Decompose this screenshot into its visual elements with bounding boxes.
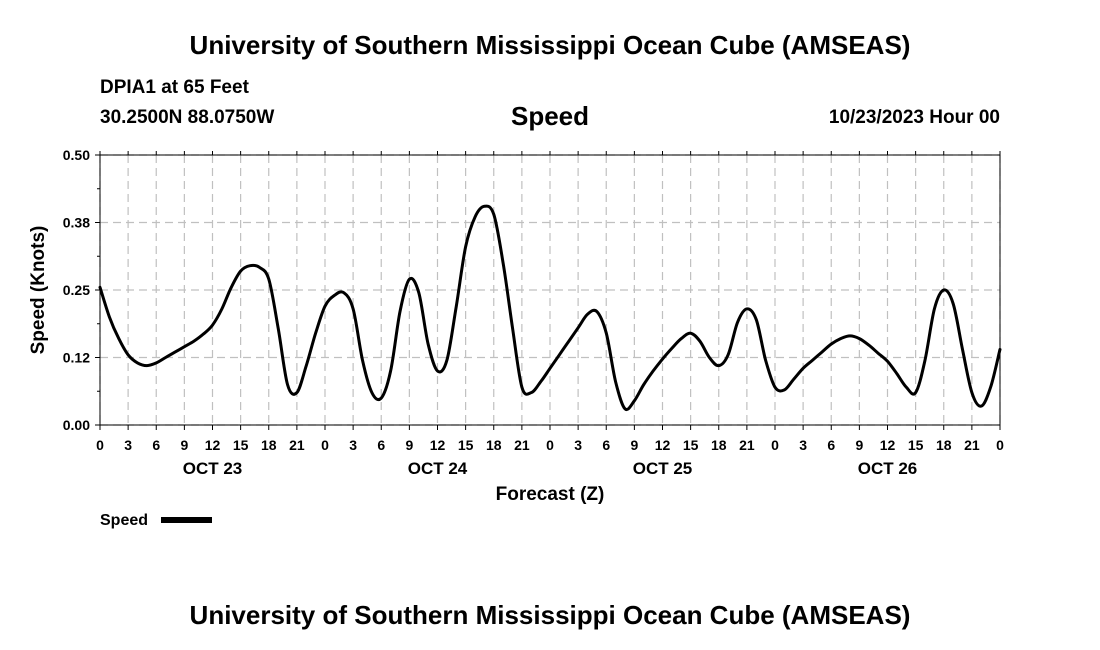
day-label: OCT 26 xyxy=(858,459,918,478)
x-tick-label: 0 xyxy=(321,437,329,453)
legend-swatch xyxy=(161,517,212,523)
y-axis-ticks: 0.00 0.12 0.25 0.38 0.50 xyxy=(63,147,100,433)
x-axis-title: Forecast (Z) xyxy=(496,484,605,505)
x-tick-label: 0 xyxy=(546,437,554,453)
x-tick-label: 6 xyxy=(827,437,835,453)
day-label: OCT 23 xyxy=(183,459,243,478)
y-tick-label: 0.00 xyxy=(63,417,90,433)
series-layer xyxy=(98,204,1002,412)
x-tick-label: 21 xyxy=(514,437,530,453)
x-tick-label: 6 xyxy=(152,437,160,453)
x-tick-label: 0 xyxy=(996,437,1004,453)
x-tick-label: 12 xyxy=(430,437,446,453)
x-tick-label: 9 xyxy=(405,437,413,453)
x-tick-label: 18 xyxy=(711,437,727,453)
x-tick-label: 12 xyxy=(205,437,221,453)
x-tick-label: 3 xyxy=(349,437,357,453)
x-tick-label: 15 xyxy=(233,437,249,453)
y-tick-label: 0.50 xyxy=(63,147,90,163)
x-tick-label: 0 xyxy=(771,437,779,453)
x-tick-label: 0 xyxy=(96,437,104,453)
y-axis-title: Speed (Knots) xyxy=(28,226,49,355)
chart-title: Speed xyxy=(511,101,589,131)
x-tick-label: 21 xyxy=(289,437,305,453)
station-label: DPIA1 at 65 Feet xyxy=(100,77,249,98)
x-tick-label: 6 xyxy=(602,437,610,453)
x-tick-label: 12 xyxy=(655,437,671,453)
legend-label: Speed xyxy=(100,512,148,529)
x-tick-label: 21 xyxy=(964,437,980,453)
x-tick-label: 15 xyxy=(683,437,699,453)
x-tick-label: 9 xyxy=(630,437,638,453)
x-tick-label: 15 xyxy=(908,437,924,453)
station-coords: 30.2500N 88.0750W xyxy=(100,107,275,128)
x-tick-label: 15 xyxy=(458,437,474,453)
day-label: OCT 24 xyxy=(408,459,468,478)
x-tick-label: 9 xyxy=(180,437,188,453)
grid-lines xyxy=(99,154,1001,426)
x-tick-label: 18 xyxy=(486,437,502,453)
x-tick-label: 9 xyxy=(855,437,863,453)
footer-title: University of Southern Mississippi Ocean… xyxy=(189,600,911,630)
legend: Speed xyxy=(100,512,212,529)
y-tick-label: 0.25 xyxy=(63,282,90,298)
x-tick-label: 21 xyxy=(739,437,755,453)
y-tick-label: 0.38 xyxy=(63,215,90,231)
x-tick-label: 3 xyxy=(799,437,807,453)
day-labels: OCT 23 OCT 24 OCT 25 OCT 26 xyxy=(183,459,918,478)
x-axis-ticks: 0 3 6 9 12 15 18 21 0 3 6 9 12 15 18 21 0 3 6 9 12 15 18 21 0 3 6 9… xyxy=(96,151,1004,453)
x-tick-label: 6 xyxy=(377,437,385,453)
page-title: University of Southern Mississippi Ocean… xyxy=(189,30,911,60)
day-label: OCT 25 xyxy=(633,459,693,478)
forecast-timestamp: 10/23/2023 Hour 00 xyxy=(828,107,1000,128)
x-tick-label: 12 xyxy=(880,437,896,453)
y-tick-label: 0.12 xyxy=(63,350,90,366)
x-tick-label: 18 xyxy=(261,437,277,453)
x-tick-label: 18 xyxy=(936,437,952,453)
speed-series-line xyxy=(98,204,1002,412)
x-tick-label: 3 xyxy=(574,437,582,453)
x-tick-label: 3 xyxy=(124,437,132,453)
